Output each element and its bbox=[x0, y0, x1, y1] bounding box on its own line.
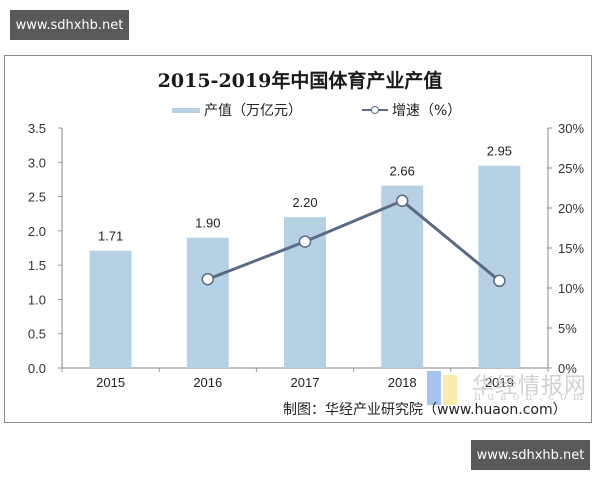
bar-2019 bbox=[478, 165, 521, 368]
growth-marker bbox=[493, 274, 506, 288]
bar-value-label: 1.90 bbox=[195, 216, 220, 231]
chart-title: 2015-2019年中国体育产业产值 bbox=[157, 70, 443, 92]
right-tick-label: 0% bbox=[558, 361, 577, 376]
bar-value-label: 2.66 bbox=[390, 164, 415, 179]
bar-value-label: 1.71 bbox=[98, 229, 123, 244]
right-tick-label: 5% bbox=[558, 321, 577, 336]
legend-label-output: 产值（万亿元） bbox=[204, 103, 302, 119]
bar-2016 bbox=[186, 237, 229, 368]
left-tick-label: 2.5 bbox=[28, 190, 46, 205]
line-marker-swatch-icon bbox=[362, 105, 388, 115]
right-tick-label: 10% bbox=[558, 281, 584, 296]
left-tick-label: 3.5 bbox=[28, 121, 46, 136]
growth-line bbox=[207, 199, 501, 282]
growth-marker bbox=[298, 235, 312, 248]
bar-2015 bbox=[89, 250, 132, 368]
x-category-label: 2015 bbox=[96, 375, 125, 390]
bar-2018 bbox=[381, 185, 424, 368]
watermark-top: www.sdhxhb.net bbox=[10, 10, 129, 40]
legend-item-growth: 增速（%） bbox=[362, 100, 461, 120]
legend-item-output: 产值（万亿元） bbox=[172, 100, 302, 120]
huaon-watermark-text: 华经情报网 bbox=[472, 374, 588, 399]
left-tick-label: 0.5 bbox=[28, 327, 46, 342]
bar-swatch-icon bbox=[172, 107, 200, 113]
x-category-label: 2019 bbox=[485, 375, 514, 390]
x-category-label: 2018 bbox=[388, 375, 417, 390]
right-tick-label: 20% bbox=[558, 201, 584, 216]
watermark-bottom: www.sdhxhb.net bbox=[471, 440, 590, 470]
left-tick-label: 1.0 bbox=[28, 292, 46, 307]
huaon-watermark-sub: huaon.com bbox=[474, 390, 590, 403]
growth-marker bbox=[201, 272, 215, 286]
x-category-label: 2017 bbox=[291, 375, 320, 390]
left-tick-label: 3.0 bbox=[28, 155, 46, 170]
huaon-logo-icon bbox=[425, 369, 465, 409]
source-note: 制图：华经产业研究院（www.huaon.com） bbox=[283, 402, 567, 418]
left-tick-label: 0.0 bbox=[28, 361, 46, 376]
right-tick-label: 30% bbox=[558, 121, 584, 136]
left-tick-label: 2.0 bbox=[28, 224, 46, 239]
bar-value-label: 2.20 bbox=[292, 195, 317, 210]
right-tick-label: 15% bbox=[558, 241, 584, 256]
bar-value-label: 2.95 bbox=[487, 144, 512, 159]
x-category-label: 2016 bbox=[193, 375, 222, 390]
growth-marker bbox=[395, 194, 409, 208]
left-tick-label: 1.5 bbox=[28, 258, 46, 273]
right-tick-label: 25% bbox=[558, 161, 584, 176]
legend-label-growth: 增速（%） bbox=[392, 103, 462, 119]
